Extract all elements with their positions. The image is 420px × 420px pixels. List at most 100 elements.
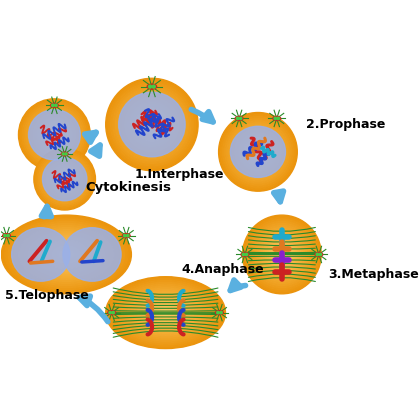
Ellipse shape xyxy=(29,110,80,160)
Ellipse shape xyxy=(34,114,75,155)
Ellipse shape xyxy=(58,173,71,186)
Ellipse shape xyxy=(119,92,185,157)
Ellipse shape xyxy=(121,286,210,339)
Text: 4.Anaphase: 4.Anaphase xyxy=(181,262,264,276)
Circle shape xyxy=(52,104,54,107)
Ellipse shape xyxy=(249,144,266,160)
Circle shape xyxy=(217,311,219,314)
Ellipse shape xyxy=(150,122,154,127)
Ellipse shape xyxy=(36,150,94,208)
Ellipse shape xyxy=(273,246,290,263)
Ellipse shape xyxy=(63,178,66,181)
Ellipse shape xyxy=(120,93,184,156)
Circle shape xyxy=(65,153,67,155)
Ellipse shape xyxy=(132,105,171,144)
Ellipse shape xyxy=(215,311,223,315)
Ellipse shape xyxy=(45,125,64,144)
Ellipse shape xyxy=(231,126,286,177)
Ellipse shape xyxy=(106,277,226,349)
Circle shape xyxy=(242,253,244,256)
Circle shape xyxy=(149,85,152,88)
Ellipse shape xyxy=(113,86,191,163)
Ellipse shape xyxy=(49,129,60,140)
Ellipse shape xyxy=(57,171,73,187)
Ellipse shape xyxy=(42,240,90,269)
Ellipse shape xyxy=(122,234,130,238)
Ellipse shape xyxy=(131,292,200,333)
Ellipse shape xyxy=(56,248,76,261)
Ellipse shape xyxy=(249,221,315,288)
Ellipse shape xyxy=(48,163,81,195)
Circle shape xyxy=(152,85,155,88)
Ellipse shape xyxy=(39,120,70,150)
Ellipse shape xyxy=(235,129,281,175)
Ellipse shape xyxy=(34,148,95,210)
Ellipse shape xyxy=(134,294,197,331)
Ellipse shape xyxy=(42,158,87,201)
Ellipse shape xyxy=(153,305,178,320)
Ellipse shape xyxy=(261,234,302,275)
Ellipse shape xyxy=(278,250,286,259)
Ellipse shape xyxy=(163,311,169,315)
Ellipse shape xyxy=(5,217,128,292)
Ellipse shape xyxy=(253,226,311,284)
Ellipse shape xyxy=(241,252,249,257)
Ellipse shape xyxy=(263,236,301,273)
Ellipse shape xyxy=(43,123,66,146)
Ellipse shape xyxy=(32,112,77,158)
Ellipse shape xyxy=(41,121,68,148)
Ellipse shape xyxy=(47,127,62,142)
Ellipse shape xyxy=(147,120,157,129)
Ellipse shape xyxy=(237,131,278,173)
Ellipse shape xyxy=(108,311,116,315)
Ellipse shape xyxy=(257,230,307,279)
Ellipse shape xyxy=(8,219,125,290)
Text: 1.Interphase: 1.Interphase xyxy=(134,168,224,181)
Circle shape xyxy=(316,253,318,256)
Ellipse shape xyxy=(241,135,275,168)
Circle shape xyxy=(274,117,276,120)
Ellipse shape xyxy=(280,252,284,257)
Ellipse shape xyxy=(112,281,219,345)
Ellipse shape xyxy=(28,108,81,161)
Ellipse shape xyxy=(12,228,70,281)
Ellipse shape xyxy=(44,158,86,200)
Ellipse shape xyxy=(30,110,79,159)
Ellipse shape xyxy=(135,108,169,142)
Ellipse shape xyxy=(276,248,288,261)
Ellipse shape xyxy=(55,170,74,189)
Ellipse shape xyxy=(218,113,297,191)
Ellipse shape xyxy=(252,146,264,158)
Ellipse shape xyxy=(18,226,114,284)
Ellipse shape xyxy=(128,100,176,149)
Ellipse shape xyxy=(29,232,104,277)
Ellipse shape xyxy=(147,84,157,89)
Ellipse shape xyxy=(125,98,178,151)
Circle shape xyxy=(277,117,280,120)
Ellipse shape xyxy=(50,103,58,107)
Circle shape xyxy=(220,311,222,314)
Ellipse shape xyxy=(110,83,193,166)
Ellipse shape xyxy=(118,284,213,341)
Ellipse shape xyxy=(12,221,121,288)
Ellipse shape xyxy=(63,252,70,257)
Ellipse shape xyxy=(254,148,262,156)
Ellipse shape xyxy=(125,288,207,337)
Ellipse shape xyxy=(272,244,292,265)
Ellipse shape xyxy=(25,230,108,279)
Ellipse shape xyxy=(220,115,295,189)
Ellipse shape xyxy=(268,240,297,269)
Ellipse shape xyxy=(61,176,68,182)
Ellipse shape xyxy=(15,223,118,286)
Ellipse shape xyxy=(159,309,172,316)
Ellipse shape xyxy=(273,116,281,121)
Ellipse shape xyxy=(39,238,94,271)
Ellipse shape xyxy=(52,133,56,136)
Circle shape xyxy=(112,311,115,314)
Ellipse shape xyxy=(45,160,84,199)
Ellipse shape xyxy=(248,142,268,162)
Ellipse shape xyxy=(227,121,289,183)
Ellipse shape xyxy=(150,303,181,322)
Circle shape xyxy=(236,117,239,120)
Ellipse shape xyxy=(223,117,293,187)
